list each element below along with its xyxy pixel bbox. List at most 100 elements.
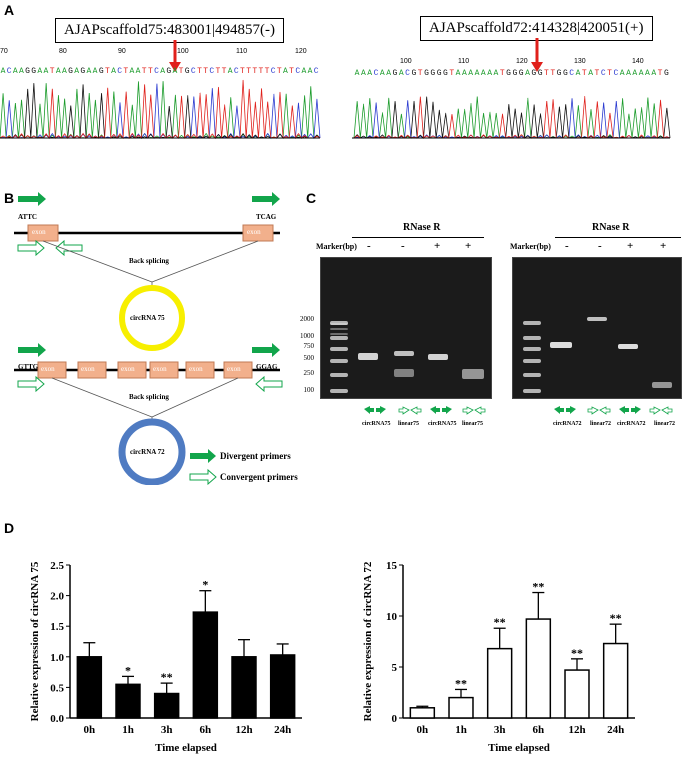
gel-band — [330, 347, 348, 351]
significance-mark: ** — [610, 611, 622, 625]
gel-band — [358, 353, 378, 360]
gel-band — [394, 351, 414, 356]
x-tick-label: 24h — [274, 724, 291, 736]
y-tick-label: 2.0 — [50, 591, 64, 603]
convergent-primer-icon — [55, 239, 83, 257]
base-letter: T — [607, 69, 613, 78]
base-letter: A — [172, 67, 178, 76]
base-letter: T — [276, 67, 282, 76]
rnase-label-right: RNase R — [592, 222, 630, 233]
base-letter: G — [411, 69, 417, 78]
base-letter: C — [190, 67, 196, 76]
tick-label: 100 — [177, 48, 189, 55]
convergent-primer-icon — [17, 239, 45, 257]
bar — [525, 618, 552, 719]
base-letter: C — [569, 69, 575, 78]
base-letter: G — [31, 67, 37, 76]
base-letter: G — [512, 69, 518, 78]
gel-band — [523, 347, 541, 351]
base-letter: G — [556, 69, 562, 78]
y-tick-label: 15 — [386, 560, 398, 572]
legend-divergent-label: Divergent primers — [220, 451, 291, 461]
bar — [192, 611, 219, 719]
sign: - — [367, 240, 371, 252]
base-letter: T — [594, 69, 600, 78]
base-letter: A — [283, 67, 289, 76]
base-letter: A — [74, 67, 80, 76]
seq-attc: ATTC — [18, 213, 37, 221]
base-letter: T — [449, 69, 455, 78]
base-letter: T — [264, 67, 270, 76]
lane-label: circRNA75 — [428, 421, 457, 427]
x-axis-label: Time elapsed — [155, 742, 217, 754]
base-letter: A — [301, 67, 307, 76]
x-tick-label: 1h — [455, 724, 467, 736]
base-letter: A — [367, 69, 373, 78]
base-letter: A — [55, 67, 61, 76]
gel-band — [330, 323, 348, 325]
base-letter: A — [227, 67, 233, 76]
lane-label: linear75 — [462, 421, 483, 427]
gel-band — [428, 354, 448, 360]
x-tick-label: 3h — [494, 724, 506, 736]
significance-mark: ** — [571, 646, 583, 660]
base-letter: A — [651, 69, 657, 78]
bar — [76, 656, 103, 719]
tick-label: 110 — [458, 58, 470, 65]
exon-label: exon — [189, 365, 203, 373]
chromatogram-left — [0, 80, 321, 140]
sequence-left: ACAAGGAATAAGAGAAGTACTAATTCAGATGCTTCTTACT… — [0, 67, 319, 76]
y-tick-label: 1.0 — [50, 652, 64, 664]
base-letter: G — [184, 67, 190, 76]
panel-a-letter: A — [4, 2, 15, 18]
base-letter: A — [307, 67, 313, 76]
gel-band — [330, 373, 348, 377]
base-letter: T — [215, 67, 221, 76]
base-letter: A — [455, 69, 461, 78]
y-tick-label: 10 — [386, 611, 398, 623]
marker-label-left: Marker(bp) — [316, 242, 357, 251]
seq-gttg: GTTG — [18, 363, 39, 371]
y-tick-label: 2.5 — [50, 560, 64, 572]
significance-mark: ** — [532, 580, 544, 594]
sign: + — [627, 240, 634, 252]
lane-label: linear72 — [654, 421, 675, 427]
base-letter: G — [518, 69, 524, 78]
bar — [486, 647, 513, 719]
base-letter: A — [379, 69, 385, 78]
lane-label: linear72 — [590, 421, 611, 427]
x-tick-label: 6h — [533, 724, 545, 736]
lane-label: circRNA72 — [553, 421, 582, 427]
base-letter: G — [531, 69, 537, 78]
bar — [153, 692, 180, 719]
legend-convergent-icon — [189, 468, 217, 485]
base-letter: G — [430, 69, 436, 78]
legend-convergent-label: Convergent primers — [220, 472, 298, 482]
red-arrow-left-icon — [169, 40, 181, 72]
sign: - — [565, 240, 569, 252]
bar — [115, 683, 141, 719]
base-letter: A — [632, 69, 638, 78]
base-letter: G — [562, 69, 568, 78]
bar — [448, 696, 474, 719]
tick-label: 130 — [574, 58, 586, 65]
significance-mark: ** — [494, 615, 506, 629]
base-letter: T — [221, 67, 227, 76]
lane-label: circRNA75 — [362, 421, 391, 427]
significance-mark: * — [202, 578, 208, 592]
base-letter: A — [468, 69, 474, 78]
base-letter: T — [203, 67, 209, 76]
sequence-right: AAACAAGACGTGGGGTAAAAAAATGGGAGGTTGGCATATC… — [354, 69, 670, 78]
base-letter: T — [123, 67, 129, 76]
base-letter: A — [474, 69, 480, 78]
tick-label: 110 — [236, 48, 248, 55]
x-tick-label: 12h — [568, 724, 585, 736]
gel-band — [550, 342, 572, 348]
base-letter: C — [209, 67, 215, 76]
marker-sizes: 2000 1000 750 500 250 100 — [288, 258, 318, 398]
tick-label: 70 — [0, 48, 8, 55]
bar — [269, 654, 296, 719]
gel-band — [330, 321, 348, 325]
base-letter: G — [443, 69, 449, 78]
gel-band — [652, 382, 672, 388]
